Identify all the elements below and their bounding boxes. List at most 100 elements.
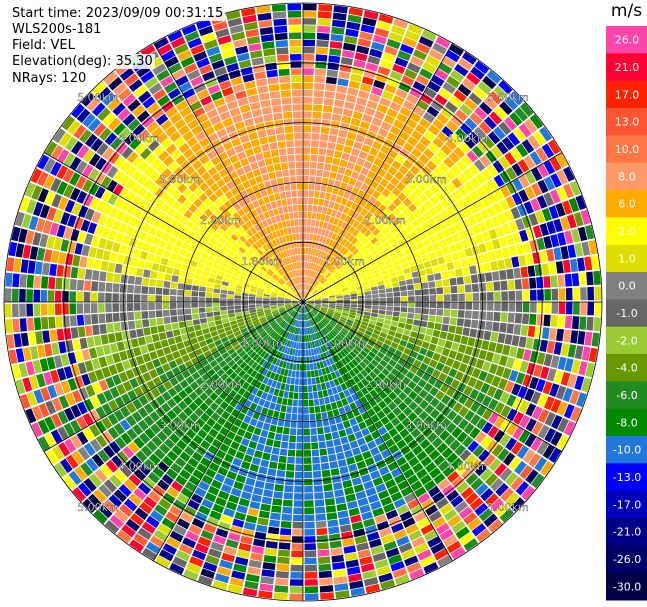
velocity-gate	[243, 454, 253, 463]
velocity-gate	[259, 383, 266, 391]
velocity-gate	[248, 302, 256, 305]
velocity-gate	[403, 434, 414, 444]
velocity-gate	[249, 50, 263, 59]
velocity-gate	[291, 550, 303, 558]
velocity-gate	[325, 237, 331, 245]
velocity-gate	[396, 504, 410, 515]
velocity-gate	[237, 387, 246, 396]
velocity-gate	[562, 387, 573, 403]
velocity-gate	[332, 187, 339, 195]
velocity-gate	[515, 143, 529, 158]
velocity-gate	[113, 273, 121, 283]
velocity-gate	[443, 157, 455, 169]
velocity-gate	[392, 406, 402, 417]
velocity-gate	[372, 141, 382, 151]
velocity-gate	[356, 45, 370, 55]
velocity-gate	[207, 368, 216, 377]
velocity-gate	[477, 140, 490, 154]
velocity-gate	[315, 249, 320, 257]
velocity-gate	[317, 314, 323, 319]
velocity-gate	[237, 321, 245, 327]
velocity-gate	[303, 306, 306, 314]
velocity-gate	[265, 314, 273, 319]
velocity-gate	[354, 196, 362, 205]
velocity-gate	[391, 522, 404, 533]
velocity-gate	[493, 188, 505, 201]
velocity-gate	[220, 306, 227, 311]
velocity-gate	[325, 325, 332, 332]
velocity-gate	[311, 279, 316, 286]
velocity-gate	[254, 71, 266, 80]
velocity-gate	[82, 498, 97, 513]
velocity-gate	[358, 150, 368, 160]
velocity-gate	[353, 59, 366, 69]
velocity-gate	[478, 370, 488, 382]
velocity-gate	[303, 197, 308, 204]
velocity-gate	[368, 538, 382, 549]
velocity-gate	[334, 287, 341, 292]
velocity-gate	[328, 332, 335, 339]
velocity-gate	[408, 259, 416, 267]
velocity-gate	[296, 435, 303, 443]
velocity-gate	[179, 451, 191, 462]
velocity-gate	[304, 291, 307, 298]
velocity-gate	[305, 292, 310, 299]
velocity-gate	[287, 456, 295, 464]
velocity-gate	[433, 473, 446, 485]
velocity-gate	[543, 353, 553, 367]
velocity-gate	[29, 375, 40, 390]
velocity-gate	[247, 470, 258, 480]
velocity-gate	[356, 214, 364, 223]
velocity-gate	[336, 422, 345, 431]
velocity-gate	[127, 275, 136, 285]
velocity-gate	[256, 443, 265, 452]
velocity-gate	[508, 456, 522, 471]
colorbar-label: -4.0	[616, 362, 637, 375]
velocity-gate	[350, 296, 358, 300]
velocity-gate	[264, 310, 272, 315]
velocity-gate	[459, 123, 473, 136]
velocity-gate	[292, 311, 297, 318]
velocity-gate	[322, 303, 329, 305]
velocity-gate	[469, 427, 481, 439]
velocity-gate	[529, 289, 537, 301]
velocity-gate	[436, 287, 444, 295]
velocity-gate	[486, 282, 494, 292]
velocity-gate	[304, 471, 313, 479]
velocity-gate	[343, 299, 351, 302]
colorbar-label: 26.0	[615, 34, 640, 47]
velocity-gate	[285, 324, 290, 331]
velocity-gate	[549, 383, 560, 397]
velocity-gate	[351, 170, 360, 180]
velocity-gate	[308, 248, 312, 255]
velocity-gate	[105, 376, 116, 389]
velocity-gate	[291, 82, 302, 90]
range-ring-label: 2.00km	[364, 214, 406, 227]
velocity-gate	[524, 170, 536, 185]
velocity-gate	[461, 51, 477, 65]
velocity-gate	[225, 344, 233, 352]
velocity-gate	[287, 316, 292, 323]
velocity-gate	[64, 407, 75, 422]
velocity-gate	[365, 241, 373, 249]
velocity-gate	[431, 437, 443, 449]
velocity-gate	[309, 278, 314, 285]
velocity-gate	[86, 336, 95, 348]
velocity-gate	[369, 320, 377, 325]
velocity-gate	[463, 512, 478, 525]
velocity-gate	[358, 405, 366, 414]
velocity-gate	[349, 440, 359, 449]
velocity-gate	[535, 378, 546, 392]
velocity-gate	[236, 549, 250, 559]
velocity-gate	[310, 428, 317, 435]
velocity-gate	[298, 313, 301, 320]
velocity-gate	[252, 353, 260, 361]
velocity-gate	[313, 227, 319, 235]
velocity-gate	[264, 309, 271, 313]
velocity-gate	[346, 279, 354, 285]
velocity-gate	[261, 320, 268, 326]
velocity-gate	[51, 342, 60, 356]
velocity-gate	[353, 375, 361, 384]
velocity-gate	[320, 353, 325, 361]
velocity-gate	[72, 254, 81, 267]
